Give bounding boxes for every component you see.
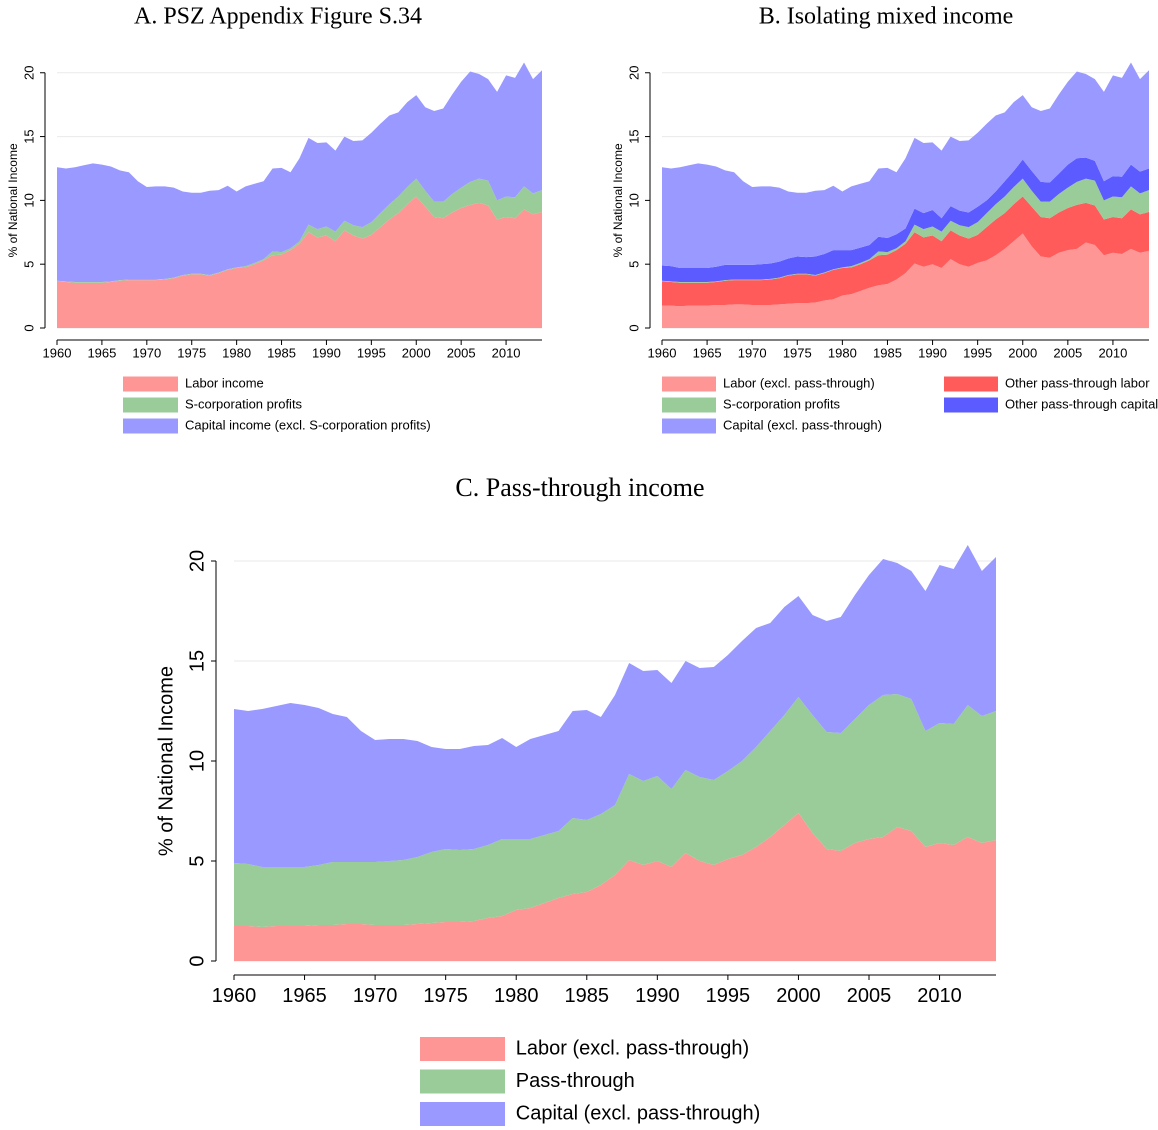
x-tick-label: 1990 [312,345,341,360]
legend-label: Other pass-through labor [1005,375,1150,390]
legend-label: S-corporation profits [185,396,303,411]
legend-swatch [123,397,178,413]
x-tick-label: 1995 [963,345,992,360]
legend-label: Pass-through [516,1070,635,1092]
x-tick-label: 2000 [402,345,431,360]
x-tick-label: 1970 [738,345,767,360]
y-tick-label: 10 [21,193,36,207]
x-tick-label: 1990 [918,345,947,360]
x-tick-label: 1990 [635,985,680,1007]
y-tick-label: 5 [626,261,641,268]
y-tick-label: 15 [21,129,36,143]
y-tick-label: 20 [186,550,208,572]
legend-swatch [420,1069,505,1094]
legend-label: Labor income [185,375,264,390]
legend-label: Capital (excl. pass-through) [723,417,882,432]
x-tick-label: 1985 [873,345,902,360]
y-tick-label: 5 [186,855,208,866]
x-tick-label: 2000 [776,985,821,1007]
area [234,694,996,927]
y-tick-label: 0 [626,324,641,331]
y-axis-label: % of National Income [611,143,625,257]
x-tick-label: 1965 [693,345,722,360]
y-tick-label: 20 [626,66,641,80]
area [662,196,1149,307]
x-tick-label: 1985 [267,345,296,360]
x-tick-label: 2010 [917,985,962,1007]
chart-title: A. PSZ Appendix Figure S.34 [134,4,422,30]
legend-label: Labor (excl. pass-through) [723,375,875,390]
x-tick-label: 2005 [1053,345,1082,360]
chart-title: B. Isolating mixed income [759,4,1014,30]
x-tick-label: 1970 [132,345,161,360]
legend-swatch [944,376,998,392]
x-tick-label: 1980 [222,345,251,360]
x-tick-label: 2010 [492,345,521,360]
y-tick-label: 15 [186,650,208,672]
x-tick-label: 1995 [357,345,386,360]
y-axis-label: % of National Income [6,143,20,257]
x-tick-label: 1965 [282,985,327,1007]
y-tick-label: 20 [21,66,36,80]
legend-label: Capital income (excl. S-corporation prof… [185,417,431,432]
x-tick-label: 1960 [648,345,677,360]
y-tick-label: 10 [626,193,641,207]
x-tick-label: 2000 [1008,345,1037,360]
x-tick-label: 1975 [423,985,468,1007]
area [234,545,996,867]
legend-label: Capital (excl. pass-through) [516,1102,761,1124]
legend-label: S-corporation profits [723,396,841,411]
legend-swatch [944,397,998,413]
legend-swatch [662,418,716,434]
x-tick-label: 1995 [706,985,751,1007]
x-tick-label: 1975 [177,345,206,360]
x-tick-label: 1970 [353,985,398,1007]
x-tick-label: 1980 [828,345,857,360]
legend-label: Labor (excl. pass-through) [516,1037,749,1059]
x-tick-label: 1985 [565,985,610,1007]
x-tick-label: 1980 [494,985,539,1007]
area [57,62,542,283]
y-tick-label: 15 [626,129,641,143]
area [57,196,542,328]
area [662,233,1149,328]
legend-swatch [123,418,178,434]
chart-title: C. Pass-through income [455,473,704,502]
area [662,157,1149,283]
legend-swatch [420,1037,505,1061]
legend-swatch [123,376,178,392]
y-axis-label: % of National Income [155,666,177,856]
x-tick-label: 1965 [87,345,116,360]
x-tick-label: 2005 [847,985,892,1007]
y-tick-label: 5 [21,261,36,268]
x-tick-label: 1960 [212,985,257,1007]
y-tick-label: 0 [186,955,208,966]
x-tick-label: 2005 [447,345,476,360]
area [662,62,1149,269]
x-tick-label: 1975 [783,345,812,360]
legend-swatch [662,397,716,413]
y-tick-label: 0 [21,324,36,331]
y-tick-label: 10 [186,750,208,772]
legend-label: Other pass-through capital [1005,396,1158,411]
legend-swatch [420,1102,505,1126]
x-tick-label: 2010 [1098,345,1127,360]
legend-swatch [662,376,716,392]
x-tick-label: 1960 [43,345,72,360]
area [234,813,996,961]
